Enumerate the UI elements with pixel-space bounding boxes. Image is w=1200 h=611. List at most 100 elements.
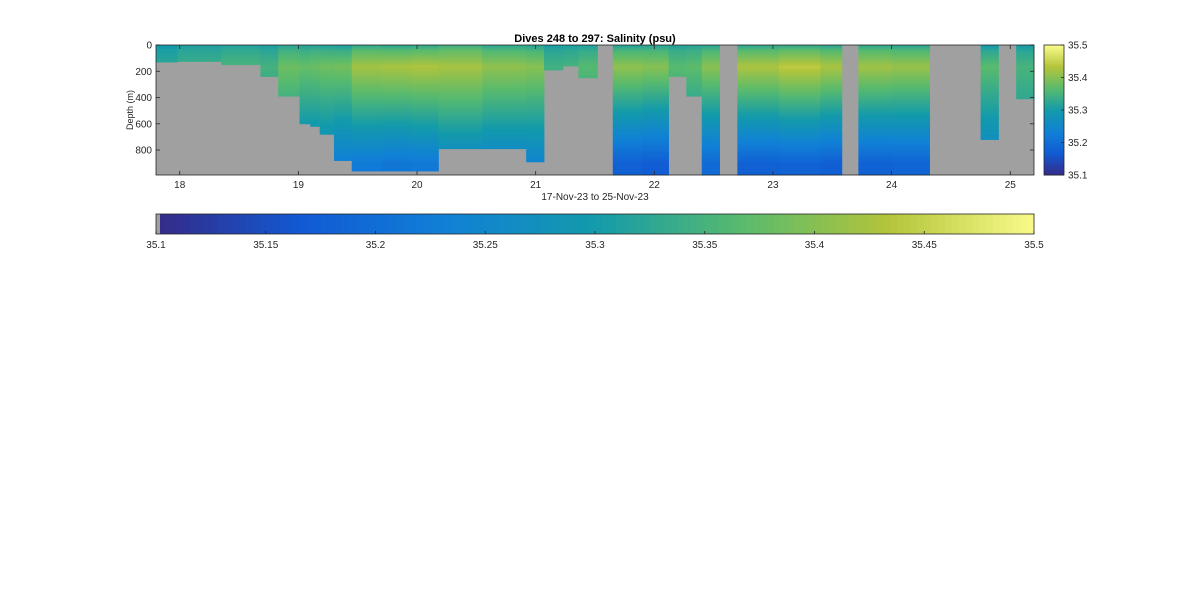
colorbar-swatch <box>252 214 260 234</box>
salinity-cell <box>260 52 279 55</box>
salinity-cell <box>333 67 353 70</box>
colorbar-swatch <box>1044 172 1064 176</box>
salinity-cell <box>177 60 222 62</box>
salinity-cell <box>260 67 279 70</box>
salinity-cell <box>701 148 720 151</box>
salinity-cell <box>381 164 412 167</box>
salinity-cell <box>299 101 311 104</box>
salinity-cell <box>612 153 643 156</box>
salinity-cell <box>526 54 545 56</box>
salinity-cell <box>333 50 353 52</box>
salinity-cell <box>411 97 439 100</box>
salinity-cell <box>612 132 643 135</box>
salinity-cell <box>642 52 669 55</box>
salinity-cell <box>299 75 311 77</box>
salinity-cell <box>980 52 999 55</box>
salinity-cell <box>351 155 382 158</box>
colorbar-swatch <box>1044 65 1064 68</box>
salinity-cell <box>1016 96 1035 98</box>
salinity-cell <box>351 127 382 130</box>
salinity-cell <box>980 84 999 87</box>
salinity-cell <box>980 134 999 136</box>
salinity-cell <box>438 102 483 105</box>
colorbar-swatch <box>773 214 781 234</box>
salinity-cell <box>820 155 843 158</box>
salinity-cell <box>299 48 311 51</box>
salinity-cell <box>299 115 311 118</box>
salinity-cell <box>562 51 579 54</box>
salinity-cell <box>319 69 335 72</box>
salinity-cell <box>612 101 643 104</box>
salinity-cell <box>737 173 780 176</box>
salinity-cell <box>701 48 720 51</box>
salinity-cell <box>612 138 643 140</box>
salinity-cell <box>891 142 930 144</box>
salinity-cell <box>578 68 598 71</box>
salinity-cell <box>858 58 893 60</box>
salinity-cell <box>299 80 311 83</box>
salinity-cell <box>351 135 382 138</box>
colorbar-swatch <box>1044 170 1064 174</box>
colorbar-swatch <box>1044 49 1064 52</box>
colorbar-swatch <box>519 214 527 234</box>
colorbar-tick-label: 35.2 <box>1068 138 1088 149</box>
salinity-cell <box>778 62 821 64</box>
salinity-cell <box>310 94 321 97</box>
salinity-cell <box>351 165 382 168</box>
salinity-cell <box>980 100 999 102</box>
salinity-cell <box>411 167 439 169</box>
salinity-cell <box>438 136 483 139</box>
salinity-cell <box>381 135 412 138</box>
salinity-cell <box>737 147 780 150</box>
salinity-cell <box>891 76 930 79</box>
colorbar-swatch <box>739 214 747 234</box>
salinity-cell <box>891 134 930 136</box>
salinity-cell <box>858 130 893 133</box>
salinity-cell <box>562 50 579 52</box>
salinity-cell <box>526 138 545 140</box>
salinity-cell <box>299 81 311 84</box>
salinity-cell <box>578 48 598 51</box>
salinity-cell <box>299 84 311 87</box>
salinity-cell <box>820 58 843 60</box>
salinity-cell <box>891 169 930 172</box>
colorbar-swatch <box>691 214 699 234</box>
salinity-cell <box>642 50 669 52</box>
salinity-cell <box>686 64 703 67</box>
salinity-cell <box>351 138 382 140</box>
salinity-cell <box>381 148 412 151</box>
salinity-cell <box>299 51 311 54</box>
salinity-cell <box>278 50 300 52</box>
salinity-cell <box>612 106 643 109</box>
salinity-cell <box>333 47 353 50</box>
salinity-cell <box>319 130 335 133</box>
salinity-cell <box>526 87 545 89</box>
salinity-cell <box>891 172 930 175</box>
salinity-cell <box>351 134 382 136</box>
salinity-cell <box>482 126 527 129</box>
salinity-cell <box>778 88 821 91</box>
salinity-cell <box>351 152 382 155</box>
salinity-cell <box>299 119 311 122</box>
salinity-cell <box>612 68 643 71</box>
salinity-cell <box>381 69 412 72</box>
salinity-cell <box>333 104 353 106</box>
salinity-cell <box>438 64 483 67</box>
salinity-cell <box>578 47 598 50</box>
salinity-cell <box>351 121 382 123</box>
salinity-cell <box>177 50 222 52</box>
colorbar-swatch <box>1044 114 1064 117</box>
salinity-cell <box>737 123 780 126</box>
salinity-cell <box>778 155 821 158</box>
salinity-cell <box>858 51 893 54</box>
salinity-cell <box>858 139 893 142</box>
profile-column <box>737 45 780 176</box>
salinity-cell <box>482 119 527 122</box>
salinity-cell <box>820 172 843 175</box>
salinity-cell <box>778 51 821 54</box>
salinity-cell <box>310 63 321 66</box>
salinity-cell <box>299 79 311 81</box>
salinity-cell <box>686 90 703 93</box>
salinity-cell <box>737 92 780 94</box>
salinity-cell <box>980 58 999 60</box>
